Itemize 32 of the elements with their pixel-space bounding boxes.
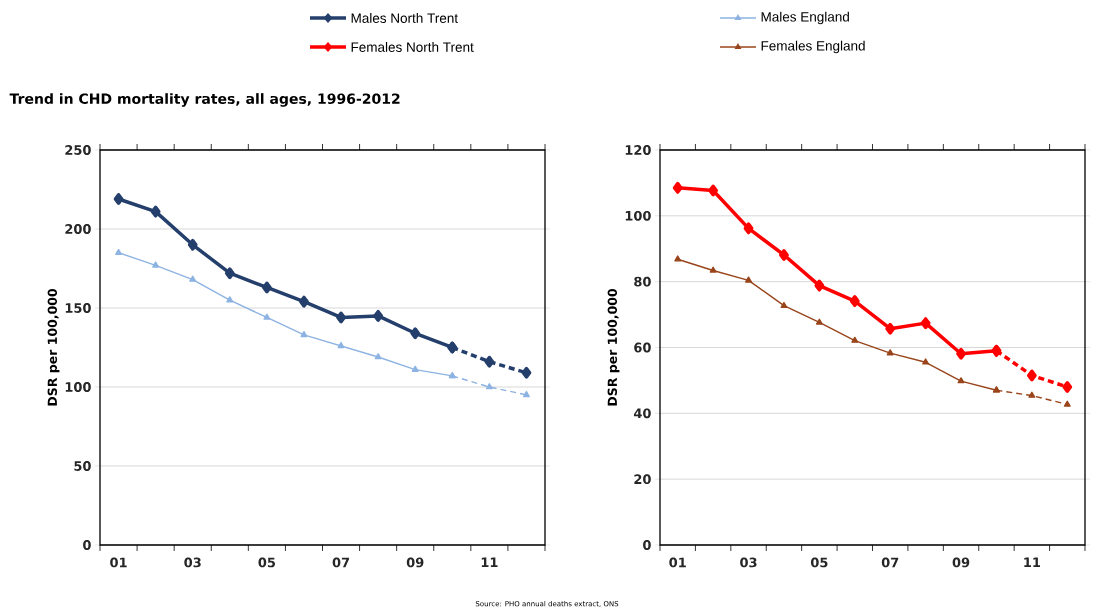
y-tick-label: 20 <box>634 474 651 485</box>
x-tick-label: 09 <box>952 557 970 568</box>
y-tick-label: 200 <box>65 224 91 234</box>
x-tick-label: 01 <box>669 557 686 568</box>
y-tick-label: 0 <box>643 540 651 550</box>
y-axis-title: DSR per 100,000 <box>47 288 60 406</box>
chart-title: Trend in CHD mortality rates, all ages, 1996-2012 <box>9 93 400 107</box>
y-axis-title: DSR per 100,000 <box>607 288 620 406</box>
x-tick-label: 03 <box>740 557 757 568</box>
y-tick-label: 50 <box>74 461 91 471</box>
x-tick-label: 11 <box>1024 557 1041 567</box>
x-tick-label: 07 <box>881 557 899 568</box>
y-tick-label: 40 <box>633 408 651 419</box>
y-tick-label: 0 <box>83 540 91 550</box>
y-tick-label: 80 <box>634 276 651 287</box>
legend-label: Males England <box>761 11 849 25</box>
y-tick-label: 120 <box>625 145 651 155</box>
y-tick-label: 100 <box>65 382 91 392</box>
x-tick-label: 09 <box>406 557 424 568</box>
y-tick-label: 250 <box>65 145 91 155</box>
x-tick-label: 07 <box>332 557 350 568</box>
x-tick-label: 11 <box>481 557 498 567</box>
legend-label: Females England <box>761 40 865 54</box>
x-tick-label: 03 <box>184 557 201 568</box>
legend-label: Males North Trent <box>351 13 458 23</box>
x-tick-label: 01 <box>110 557 127 568</box>
x-tick-label: 05 <box>810 557 828 568</box>
legend-label: Females North Trent <box>351 42 474 52</box>
y-tick-label: 150 <box>65 303 91 313</box>
y-tick-label: 60 <box>634 342 651 353</box>
x-tick-label: 05 <box>258 557 276 568</box>
y-tick-label: 100 <box>625 210 651 221</box>
